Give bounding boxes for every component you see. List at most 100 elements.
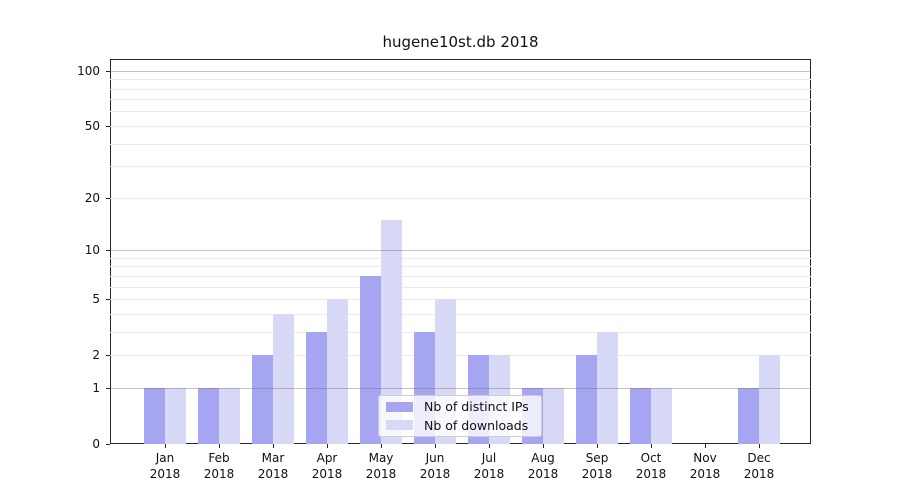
x-tick-label-Jul: Jul 2018	[462, 450, 516, 482]
x-tick-month: Feb	[208, 451, 230, 465]
y-tick-mark-10	[106, 250, 110, 251]
y-tick-mark-2	[106, 355, 110, 357]
legend-label-distinct-ips: Nb of distinct IPs	[424, 399, 529, 415]
gridline-minor-30	[110, 166, 811, 168]
gridline-major-10	[110, 250, 811, 251]
y-tick-mark-50	[106, 125, 110, 127]
x-tick-label-Sep: Sep 2018	[570, 450, 624, 482]
gridline-minor-80	[110, 88, 811, 90]
y-tick-mark-5	[106, 299, 110, 300]
x-tick-year: 2018	[311, 467, 343, 481]
chart-title: hugene10st.db 2018	[382, 33, 539, 51]
gridline-minor-20	[110, 197, 811, 199]
gridline-minor-6	[110, 286, 811, 288]
x-tick-year: 2018	[743, 467, 775, 481]
x-tick-year: 2018	[149, 467, 181, 481]
legend-entry-distinct-ips: Nb of distinct IPs	[386, 399, 541, 414]
x-tick-label-Aug: Aug 2018	[516, 450, 570, 482]
legend-swatch-distinct-ips	[386, 401, 413, 412]
x-tick-mark-Feb	[219, 444, 220, 448]
gridline-minor-4	[110, 313, 811, 315]
gridline-minor-9	[110, 257, 811, 259]
x-tick-month: Aug	[531, 451, 555, 465]
x-tick-year: 2018	[419, 467, 451, 481]
gridline-minor-40	[110, 143, 811, 145]
bar-downloads-Apr	[327, 299, 348, 444]
bar-ips-Oct	[630, 387, 651, 444]
x-tick-label-May: May 2018	[354, 450, 408, 482]
x-tick-month: Nov	[693, 451, 717, 465]
x-tick-year: 2018	[203, 467, 235, 481]
x-tick-year: 2018	[689, 467, 721, 481]
bar-downloads-Feb	[219, 387, 240, 444]
gridline-minor-5	[110, 299, 811, 300]
x-tick-mark-Dec	[759, 444, 760, 448]
plot-area	[110, 59, 811, 444]
x-tick-year: 2018	[257, 467, 289, 481]
bar-ips-Apr	[306, 331, 327, 444]
y-tick-label-100: 100	[77, 63, 100, 78]
bar-ips-Feb	[198, 387, 219, 444]
x-tick-label-Apr: Apr 2018	[300, 450, 354, 482]
x-tick-label-Feb: Feb 2018	[192, 450, 246, 482]
bar-ips-Sep	[576, 355, 597, 444]
gridline-minor-3	[110, 331, 811, 333]
x-tick-mark-Jul	[489, 444, 490, 448]
gridline-minor-8	[110, 266, 811, 268]
bar-ips-Dec	[738, 387, 759, 444]
x-tick-mark-Aug	[543, 444, 544, 448]
x-tick-mark-Apr	[327, 444, 328, 448]
x-tick-label-Jan: Jan 2018	[138, 450, 192, 482]
x-tick-label-Jun: Jun 2018	[408, 450, 462, 482]
x-tick-label-Dec: Dec 2018	[732, 450, 786, 482]
x-tick-mark-Oct	[651, 444, 652, 448]
y-tick-label-20: 20	[84, 190, 100, 205]
gridline-major-100	[110, 70, 811, 72]
x-tick-month: Jun	[425, 451, 445, 465]
bar-ips-May	[360, 275, 381, 444]
x-tick-month: Jan	[155, 451, 175, 465]
y-tick-label-0: 0	[92, 437, 100, 451]
y-tick-mark-20	[106, 197, 110, 199]
bar-downloads-Aug	[543, 387, 564, 444]
x-tick-mark-Nov	[705, 444, 706, 448]
x-tick-label-Mar: Mar 2018	[246, 450, 300, 482]
bar-downloads-Jan	[165, 387, 186, 444]
x-tick-month: Oct	[640, 451, 662, 465]
gridline-minor-7	[110, 275, 811, 277]
gridline-minor-70	[110, 99, 811, 101]
x-tick-mark-Jan	[165, 444, 166, 448]
bar-downloads-Oct	[651, 387, 672, 444]
y-tick-label-2: 2	[92, 348, 100, 363]
legend-label-downloads: Nb of downloads	[424, 417, 529, 433]
y-tick-mark-0	[106, 444, 110, 445]
x-tick-month: Mar	[261, 451, 285, 465]
bar-downloads-Mar	[273, 313, 294, 444]
x-tick-month: Jul	[481, 451, 497, 465]
x-tick-mark-Sep	[597, 444, 598, 448]
x-tick-mark-May	[381, 444, 382, 448]
legend-entry-downloads: Nb of downloads	[386, 418, 541, 433]
x-tick-year: 2018	[365, 467, 397, 481]
y-tick-label-10: 10	[84, 243, 100, 257]
y-tick-label-50: 50	[84, 118, 100, 133]
gridline-minor-2	[110, 355, 811, 357]
gridline-minor-50	[110, 125, 811, 127]
x-tick-year: 2018	[581, 467, 613, 481]
x-tick-month: Dec	[747, 451, 771, 465]
x-tick-mark-Mar	[273, 444, 274, 448]
x-tick-label-Nov: Nov 2018	[678, 450, 732, 482]
x-tick-mark-Jun	[435, 444, 436, 448]
gridline-minor-90	[110, 79, 811, 81]
x-tick-year: 2018	[527, 467, 559, 481]
bar-ips-Jan	[144, 387, 165, 444]
x-tick-label-Oct: Oct 2018	[624, 450, 678, 482]
y-tick-mark-1	[106, 387, 110, 389]
legend: Nb of distinct IPs Nb of downloads	[378, 395, 542, 437]
legend-swatch-downloads	[386, 420, 413, 431]
gridline-major-1	[110, 387, 811, 389]
x-tick-year: 2018	[635, 467, 667, 481]
x-tick-year: 2018	[473, 467, 505, 481]
x-tick-month: Sep	[585, 451, 609, 465]
